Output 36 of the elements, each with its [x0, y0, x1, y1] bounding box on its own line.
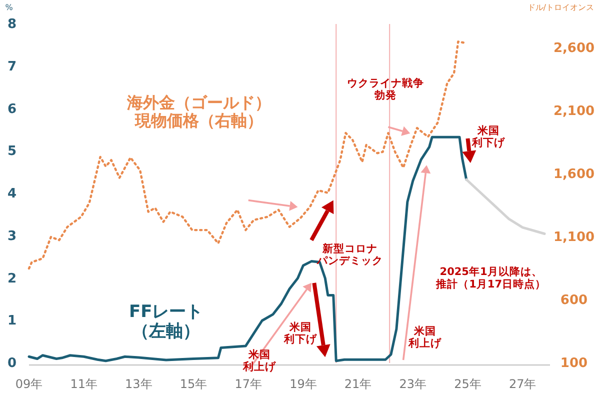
y-tick-label: 7 — [7, 58, 17, 74]
series-label: 海外金（ゴールド）現物価格（右軸） — [126, 93, 272, 131]
series-label: FFレート（左軸） — [128, 302, 204, 342]
annotation: 新型コロナパンデミック — [316, 242, 383, 267]
annotation: 米国利下げ — [282, 320, 318, 346]
y-tick-label: 3 — [7, 228, 17, 244]
y2-axis-title: ドル/トロイオンス — [527, 3, 594, 12]
x-tick-label: 17年 — [234, 377, 262, 392]
x-tick-label: 11年 — [70, 377, 98, 392]
x-tick-label: 13年 — [125, 377, 152, 392]
y-tick-label: 2 — [7, 270, 17, 286]
y2-tick-label: 1,600 — [553, 166, 595, 182]
y2-tick-label: 2,100 — [553, 104, 595, 119]
annotation: 米国利上げ — [408, 324, 443, 350]
annotation: 米国利上げ — [242, 348, 277, 373]
y-tick-label: 6 — [7, 101, 17, 116]
annotation: 米国利下げ — [470, 124, 506, 150]
y-tick-label: 4 — [7, 186, 17, 202]
y-axis-title: % — [5, 3, 14, 12]
x-tick-label: 15年 — [180, 377, 208, 392]
x-tick-label: 21年 — [344, 377, 372, 392]
x-tick-label: 27年 — [508, 377, 536, 392]
y2-tick-label: 100 — [560, 356, 588, 371]
x-tick-label: 09年 — [15, 377, 43, 392]
y-tick-label: 8 — [7, 16, 17, 32]
y2-tick-label: 600 — [560, 292, 588, 308]
y-tick-label: 0 — [7, 356, 17, 371]
x-tick-label: 23年 — [399, 377, 427, 392]
y2-tick-label: 2,600 — [553, 40, 595, 56]
x-tick-label: 19年 — [290, 377, 317, 392]
y-tick-label: 5 — [7, 144, 17, 159]
annotation: 2025年1月以降は、推計（1月17日時点） — [435, 265, 546, 290]
y2-tick-label: 1,100 — [553, 230, 595, 245]
x-tick-label: 25年 — [454, 377, 482, 392]
y-tick-label: 1 — [7, 313, 17, 328]
annotation: ウクライナ戦争勃発 — [346, 76, 424, 102]
